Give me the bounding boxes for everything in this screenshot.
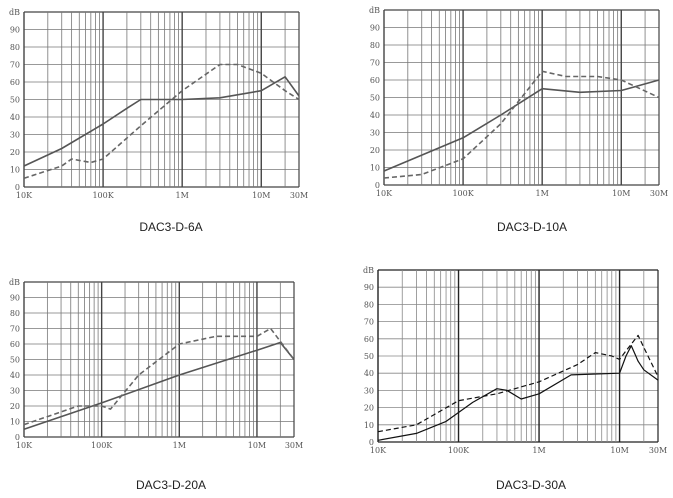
x-tick-label: 10M [610, 446, 628, 455]
y-tick-label: 70 [10, 61, 20, 70]
x-tick-label: 30M [649, 446, 667, 455]
y-tick-label: 50 [10, 96, 20, 105]
solid-series-line [377, 345, 659, 441]
x-tick-label: 30M [285, 441, 303, 450]
y-tick-label: 20 [10, 148, 20, 157]
chart-caption-2: DAC3-D-10A [496, 220, 568, 234]
y-tick-label: 80 [370, 41, 380, 50]
dashed-series-line [383, 70, 660, 179]
solid-series-line [23, 76, 300, 167]
chart-panel-4: 0 10 20 30 40 50 60 70 80 90 dB 10K 100K 1M 10M 30M [350, 260, 670, 470]
y-tick-label: 80 [364, 300, 374, 309]
y-tick-label: 10 [10, 418, 20, 427]
y-tick-label: 0 [15, 183, 20, 192]
y-tick-label: 50 [10, 356, 20, 365]
dashed-series-line [23, 63, 300, 180]
y-tick-label: 90 [370, 24, 380, 33]
x-tick-label: 100K [92, 191, 114, 200]
y-tick-label: 80 [10, 309, 20, 318]
y-tick-label: 40 [370, 111, 380, 120]
x-tick-label: 10M [248, 441, 266, 450]
x-tick-label: 10K [16, 191, 33, 200]
y-tick-label: 70 [370, 59, 380, 68]
x-tick-label: 1M [536, 189, 549, 198]
y-tick-label: 40 [10, 113, 20, 122]
chart-caption-3: DAC3-D-20A [135, 478, 207, 492]
x-tick-label: 1M [173, 441, 186, 450]
y-tick-label: 20 [370, 146, 380, 155]
chart-caption-4: DAC3-D-30A [495, 478, 567, 492]
x-tick-label: 100K [448, 446, 470, 455]
chart-dac3-d-10a: 0 10 20 30 40 50 60 70 80 90 dB 10K 100K 1M 10M 30M [369, 6, 668, 198]
x-tick-label: 100K [452, 189, 474, 198]
y-tick-label: 70 [10, 325, 20, 334]
chart-caption-1: DAC3-D-6A [139, 220, 203, 234]
y-tick-label: 40 [10, 371, 20, 380]
x-tick-label: 10K [16, 441, 33, 450]
y-tick-label: 0 [15, 433, 20, 442]
y-tick-label: 90 [10, 294, 20, 303]
y-tick-label: 20 [364, 404, 374, 413]
x-tick-label: 10M [612, 189, 630, 198]
x-tick-label: 100K [91, 441, 113, 450]
y-tick-label: dB [363, 266, 374, 275]
y-tick-label: 0 [369, 438, 374, 447]
y-tick-label: 10 [364, 421, 374, 430]
chart-dac3-d-6a: 0 10 20 30 40 50 60 70 80 90 dB 10K 100K 1M 10M 30M [9, 8, 308, 200]
y-tick-label: dB [369, 6, 380, 15]
y-tick-label: 10 [10, 166, 20, 175]
y-tick-label: 80 [10, 43, 20, 52]
chart-panel-2: 0 10 20 30 40 50 60 70 80 90 dB 10K 100K 1M 10M 30M [360, 0, 670, 210]
x-tick-label: 10K [370, 446, 387, 455]
x-tick-label: 10K [376, 189, 393, 198]
y-tick-label: 0 [375, 181, 380, 190]
y-tick-label: 90 [364, 283, 374, 292]
y-tick-label: 60 [364, 335, 374, 344]
chart-panel-1: 0 10 20 30 40 50 60 70 80 90 dB 10K 100K 1M 10M 30M [0, 0, 310, 210]
chart-panel-3: 0 10 20 30 40 50 60 70 80 90 dB 10K 100K 1M 10M 30M [0, 260, 310, 470]
solid-series-line [383, 79, 660, 172]
x-tick-label: 30M [290, 191, 308, 200]
y-tick-label: 20 [10, 402, 20, 411]
y-tick-label: 90 [10, 26, 20, 35]
y-tick-label: 60 [10, 340, 20, 349]
x-tick-label: 1M [532, 446, 545, 455]
y-tick-label: 30 [370, 129, 380, 138]
y-tick-label: 50 [370, 94, 380, 103]
y-tick-label: 60 [370, 76, 380, 85]
y-tick-label: 30 [10, 387, 20, 396]
x-tick-label: 1M [176, 191, 189, 200]
y-tick-label: 40 [364, 369, 374, 378]
chart-dac3-d-30a: 0 10 20 30 40 50 60 70 80 90 dB 10K 100K 1M 10M 30M [363, 266, 667, 455]
y-tick-label: 50 [364, 352, 374, 361]
y-tick-label: dB [9, 278, 20, 287]
x-tick-label: 30M [650, 189, 668, 198]
y-tick-label: dB [9, 8, 20, 17]
y-tick-label: 30 [10, 131, 20, 140]
x-tick-label: 10M [252, 191, 270, 200]
y-tick-label: 10 [370, 164, 380, 173]
dashed-series-line [377, 334, 659, 433]
y-tick-label: 30 [364, 386, 374, 395]
chart-dac3-d-20a: 0 10 20 30 40 50 60 70 80 90 dB 10K 100K 1M 10M 30M [9, 278, 303, 450]
y-tick-label: 70 [364, 318, 374, 327]
y-tick-label: 60 [10, 78, 20, 87]
